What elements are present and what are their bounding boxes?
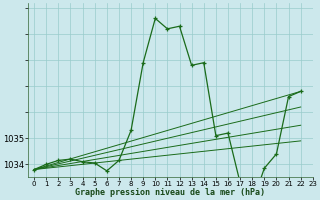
X-axis label: Graphe pression niveau de la mer (hPa): Graphe pression niveau de la mer (hPa) [76, 188, 265, 197]
